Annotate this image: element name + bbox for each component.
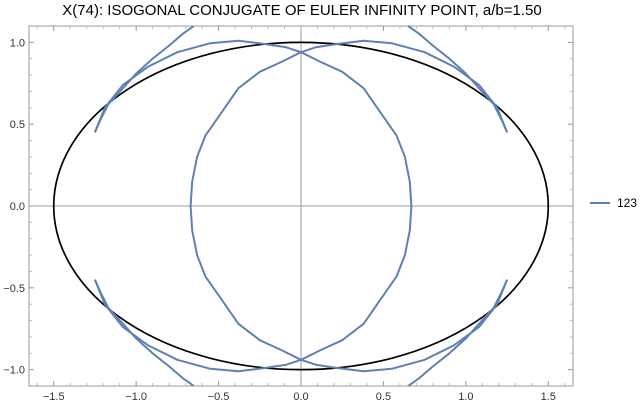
- x-tick-label: −1.0: [125, 391, 147, 403]
- x-tick-label: 1.0: [458, 391, 473, 403]
- y-tick-label: 0.0: [10, 201, 25, 213]
- x-tick-label: 1.5: [541, 391, 556, 403]
- x-tick-label: 0.5: [376, 391, 391, 403]
- legend-label: 123: [617, 196, 637, 210]
- series-line: [93, 39, 413, 373]
- ellipse-curve: [52, 41, 550, 371]
- x-tick-label: −0.5: [208, 391, 230, 403]
- x-tick-label: 0.0: [293, 391, 308, 403]
- y-tick-label: 0.5: [10, 119, 25, 131]
- chart-title: X(74): ISOGONAL CONJUGATE OF EULER INFIN…: [62, 2, 541, 19]
- x-tick-label: −1.5: [43, 391, 65, 403]
- y-tick-label: −0.5: [3, 283, 25, 295]
- series-line: [189, 39, 509, 373]
- y-tick-label: 1.0: [10, 37, 25, 49]
- y-tick-label: −1.0: [3, 365, 25, 377]
